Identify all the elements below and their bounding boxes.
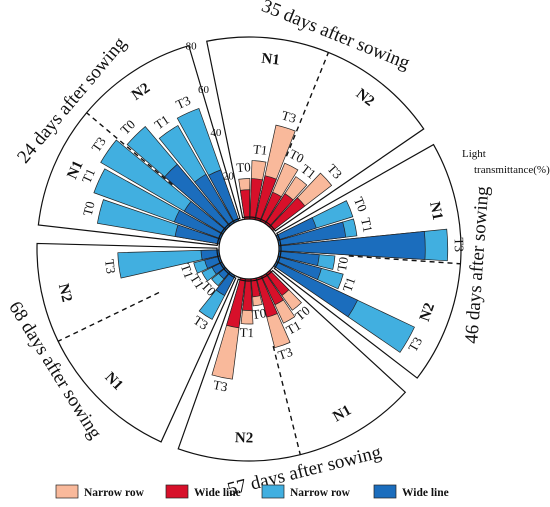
legend-label: Wide line (194, 487, 241, 499)
axis-title: Light transmittance(%) (462, 148, 550, 176)
sector-frame (273, 143, 462, 379)
treatment-label: T1 (187, 271, 207, 291)
group-label: N1 (65, 158, 87, 181)
treatment-label: T1 (252, 141, 268, 158)
treatment-label: T1 (79, 166, 99, 185)
treatment-label: T1 (239, 325, 254, 340)
group-divider (272, 345, 301, 455)
treatment-label: T3 (280, 107, 298, 126)
legend-label: Wide line (402, 487, 449, 499)
treatment-label: T3 (212, 377, 229, 395)
group-divider (86, 112, 173, 186)
treatment-label: T0 (334, 256, 351, 273)
legend-label: Narrow row (84, 487, 145, 499)
treatment-label: T0 (251, 305, 268, 322)
stage-label: 68 days after sowing (4, 298, 106, 443)
group-label: N1 (102, 369, 126, 393)
group-label: N2 (235, 430, 254, 446)
group-label: N1 (261, 51, 281, 69)
legend-swatch (261, 484, 285, 499)
group-label: N2 (55, 282, 75, 304)
radial-tick-label: 80 (186, 41, 198, 53)
group-divider (57, 291, 160, 342)
axis-title-line-1: Light (462, 148, 486, 160)
legend-swatch (373, 484, 397, 499)
treatment-label: T0 (236, 159, 251, 175)
treatment-label: T3 (276, 344, 295, 363)
treatment-label: T3 (452, 237, 467, 252)
radial-tick-label: 40 (210, 127, 222, 139)
group-label: N1 (426, 200, 445, 221)
treatment-label: T1 (178, 262, 197, 281)
legend-swatch (55, 484, 79, 499)
inner-circle (218, 218, 280, 280)
treatment-label: T1 (339, 275, 358, 294)
treatment-label: T1 (152, 112, 172, 133)
legend-swatch (165, 484, 189, 499)
treatment-label: T0 (287, 146, 307, 166)
stage-label: 35 days after sowing (259, 0, 414, 74)
bars-layer (93, 107, 449, 380)
treatment-label: T3 (174, 93, 193, 113)
treatment-label: T3 (191, 312, 211, 332)
treatment-label: T3 (88, 134, 109, 154)
treatment-label: T0 (351, 195, 370, 214)
group-label: N2 (353, 86, 377, 110)
group-divider (348, 255, 461, 265)
treatment-label: T1 (358, 216, 376, 233)
group-divider (285, 52, 330, 157)
sector-frame (36, 242, 237, 443)
radial-tick-label: 60 (198, 84, 210, 96)
treatment-label: T3 (324, 161, 345, 182)
treatment-label: T0 (117, 117, 138, 138)
treatment-label: T0 (80, 200, 98, 218)
stage-label: 46 days after sowing (461, 185, 493, 344)
legend-label: Narrow row (290, 487, 351, 499)
sector-frame (206, 36, 425, 232)
axis-title-line-2: transmittance(%) (474, 164, 550, 176)
sector-frame (177, 269, 407, 462)
legend: Narrow row Wide line Narrow row Wide line (55, 484, 449, 499)
group-label: N2 (129, 80, 153, 104)
sector-frames (36, 36, 462, 462)
group-label: N1 (330, 402, 354, 425)
sector-frame (37, 44, 241, 247)
treatment-label: T1 (283, 317, 303, 337)
treatment-label: T3 (102, 258, 119, 274)
group-label: N2 (417, 301, 438, 324)
radial-tick-label: 20 (223, 170, 235, 182)
treatment-label: T3 (405, 334, 425, 354)
